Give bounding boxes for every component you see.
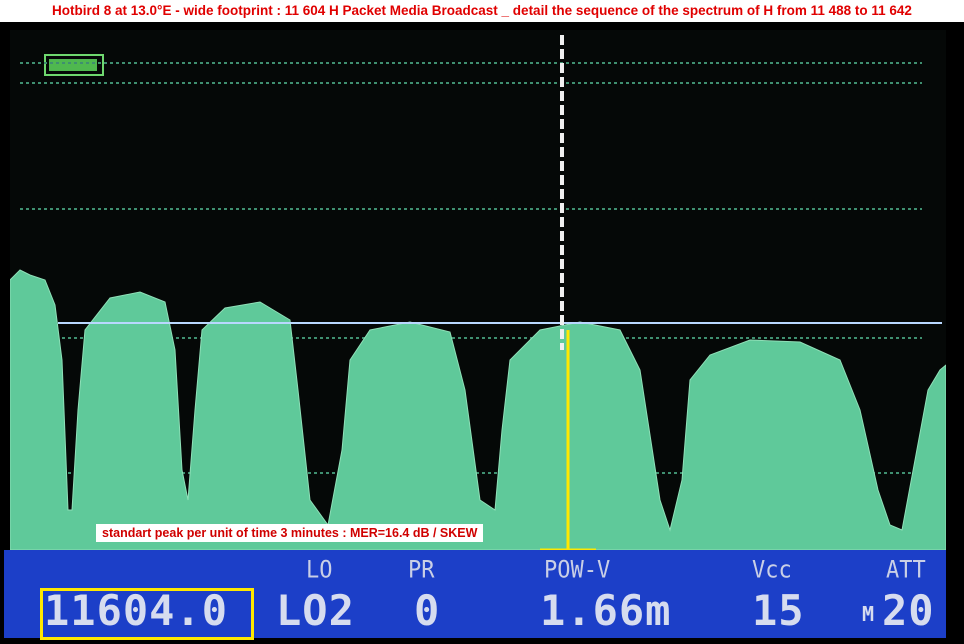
frequency-value[interactable]: 11604.0 — [44, 586, 229, 635]
pr-value: 0 — [414, 586, 441, 635]
annotation-label: standart peak per unit of time 3 minutes… — [96, 524, 484, 542]
pow-value: 1.66m — [540, 586, 672, 635]
vcc-label: Vcc — [752, 556, 792, 585]
caption: Hotbird 8 at 13.0°E - wide footprint : 1… — [0, 0, 964, 22]
frequency-field[interactable] — [40, 588, 254, 640]
att-label: ATT — [886, 556, 926, 585]
status-bar: LO PR POW-V Vcc ATT 11604.0 LO2 0 1.66m … — [4, 550, 946, 640]
spectrum-plot — [10, 35, 946, 550]
lo-value: LO2 — [276, 586, 355, 635]
att-prefix: M — [862, 602, 876, 626]
pow-label: POW-V — [544, 556, 611, 585]
spectrum-screen — [10, 30, 946, 550]
att-value: 20 — [882, 586, 935, 635]
lo-label: LO — [306, 556, 333, 585]
battery-icon — [44, 54, 104, 76]
vcc-value: 15 — [752, 586, 805, 635]
pr-label: PR — [408, 556, 435, 585]
spectrum-trace — [10, 269, 946, 550]
battery-level — [49, 59, 97, 71]
